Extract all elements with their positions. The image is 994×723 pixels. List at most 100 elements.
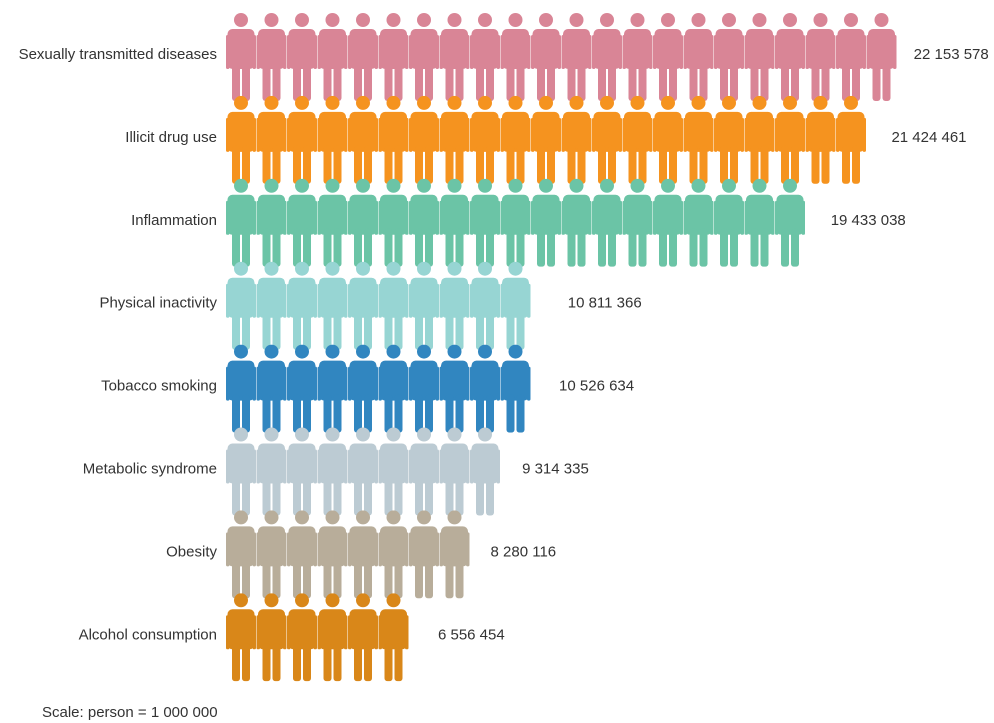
value-label: 19 433 038 — [831, 212, 906, 229]
person-icon — [256, 95, 287, 184]
person-icon — [348, 13, 378, 101]
person-icon — [653, 178, 683, 267]
chart-rows: Sexually transmitted diseases 22 153 578 I… — [19, 13, 989, 682]
person-icon — [287, 427, 317, 516]
person-icon — [775, 178, 805, 267]
value-label: 8 280 116 — [491, 543, 557, 560]
person-icon-partial — [531, 261, 556, 350]
value-label: 22 153 578 — [914, 46, 989, 63]
person-icon — [256, 261, 287, 350]
person-icon — [409, 344, 439, 433]
person-icon — [653, 13, 683, 101]
person-icon — [439, 261, 470, 350]
person-icon — [470, 178, 500, 267]
chart-row: Inflammation 19 433 038 — [131, 178, 906, 267]
category-label: Illicit drug use — [125, 129, 217, 146]
chart-row: Physical inactivity 10 811 366 — [99, 261, 642, 350]
person-icon — [470, 344, 500, 433]
person-icon — [256, 344, 287, 433]
chart-row: Metabolic syndrome 9 314 335 — [83, 427, 589, 516]
person-icon — [561, 95, 592, 184]
person-icon — [317, 261, 348, 350]
person-icon — [622, 178, 653, 267]
person-icon — [287, 178, 317, 267]
person-icon — [439, 510, 470, 599]
person-icon — [317, 344, 348, 433]
person-icon — [439, 344, 470, 433]
person-icon — [500, 95, 531, 184]
category-label: Inflammation — [131, 212, 217, 229]
person-icon — [683, 178, 714, 267]
value-label: 21 424 461 — [891, 129, 966, 146]
person-icon — [409, 13, 439, 101]
person-icon — [805, 95, 836, 184]
person-icon — [592, 178, 622, 267]
person-icon — [348, 510, 378, 599]
person-icon — [500, 178, 531, 267]
chart-row: Illicit drug use 21 424 461 — [125, 95, 967, 184]
person-icon — [805, 13, 836, 101]
person-icon — [500, 344, 531, 433]
person-icon — [287, 510, 317, 599]
category-label: Obesity — [166, 543, 217, 560]
person-icon — [500, 13, 531, 101]
person-icon — [683, 13, 714, 101]
person-icon-partial — [531, 344, 547, 433]
person-icon — [744, 178, 775, 267]
person-icon — [683, 95, 714, 184]
person-icon — [531, 178, 561, 267]
person-icon — [470, 427, 500, 516]
person-icon — [409, 95, 439, 184]
value-label: 9 314 335 — [522, 461, 589, 478]
person-icon — [439, 178, 470, 267]
category-label: Physical inactivity — [99, 295, 217, 312]
person-icon — [317, 427, 348, 516]
category-label: Sexually transmitted diseases — [19, 46, 217, 63]
scale-note: Scale: person = 1 000 000 — [42, 704, 218, 721]
person-icon — [409, 427, 439, 516]
person-icon — [500, 261, 531, 350]
person-icon — [378, 178, 409, 267]
person-icon — [561, 178, 592, 267]
chart-row: Alcohol consumption 6 556 454 — [79, 593, 505, 682]
person-icon — [775, 13, 805, 101]
person-icon — [348, 261, 378, 350]
person-icon — [226, 95, 256, 184]
person-icon — [256, 178, 287, 267]
person-icon — [378, 344, 409, 433]
person-icon — [836, 95, 866, 184]
person-icon — [287, 13, 317, 101]
category-label: Metabolic syndrome — [83, 461, 217, 478]
person-icon — [226, 178, 256, 267]
person-icon — [348, 178, 378, 267]
chart-row: Sexually transmitted diseases 22 153 578 — [19, 13, 989, 101]
person-icon — [256, 427, 287, 516]
person-icon — [287, 261, 317, 350]
person-icon — [348, 95, 378, 184]
person-icon — [409, 510, 439, 599]
person-icon — [378, 261, 409, 350]
person-icon — [378, 427, 409, 516]
person-icon — [439, 95, 470, 184]
person-icon — [622, 13, 653, 101]
person-icon — [226, 13, 256, 101]
person-icon — [714, 178, 744, 267]
person-icon — [226, 427, 256, 516]
person-icon — [561, 13, 592, 101]
person-icon — [348, 593, 378, 682]
person-icon — [256, 510, 287, 599]
person-icon — [744, 13, 775, 101]
value-label: 6 556 454 — [438, 626, 505, 643]
value-label: 10 526 634 — [559, 378, 634, 395]
person-icon — [226, 344, 256, 433]
person-icon — [622, 95, 653, 184]
value-label: 10 811 366 — [568, 295, 642, 312]
person-icon — [744, 95, 775, 184]
person-icon — [409, 261, 439, 350]
person-icon — [866, 13, 897, 101]
person-icon — [317, 593, 348, 682]
person-icon — [226, 261, 256, 350]
person-icon — [226, 510, 256, 599]
person-icon — [287, 344, 317, 433]
